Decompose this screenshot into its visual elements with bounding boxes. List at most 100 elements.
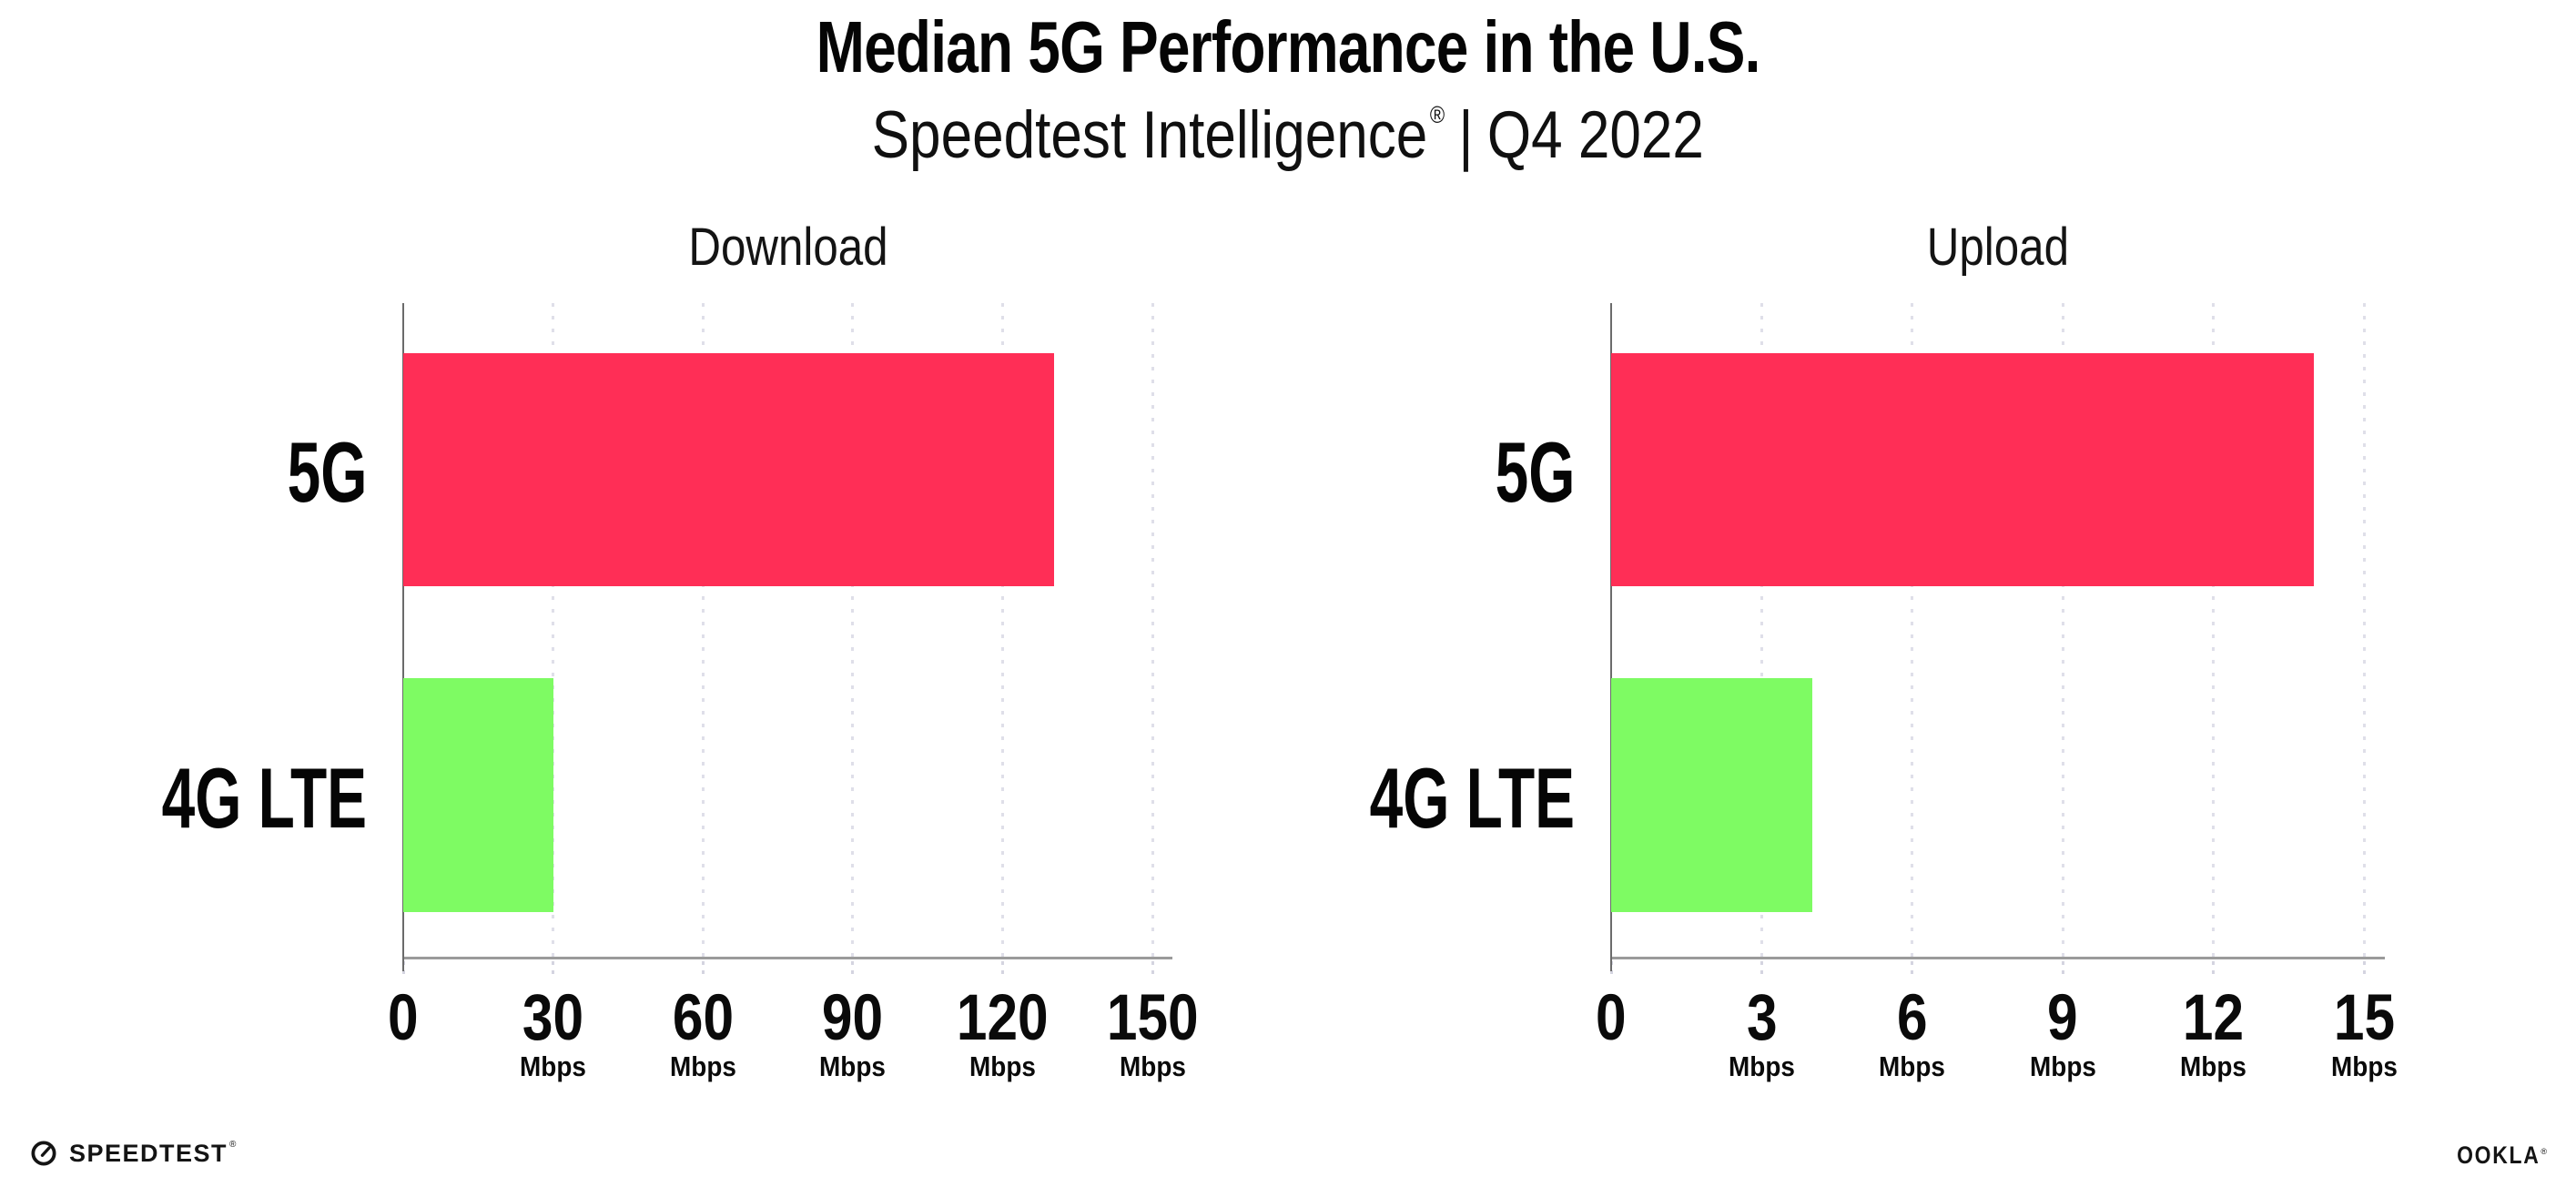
subtitle-period: Q4 2022 xyxy=(1487,98,1705,172)
tick-mark-3-upload xyxy=(1760,961,1763,974)
gridline-9-upload xyxy=(2061,303,2064,957)
x-tick-unit-30-download: Mbps xyxy=(462,1050,644,1083)
page-title-text: Median 5G Performance in the U.S. xyxy=(816,6,1761,87)
gridline-150-download xyxy=(1151,303,1154,957)
x-tick-unit-text: Mbps xyxy=(969,1050,1036,1082)
x-tick-unit-text: Mbps xyxy=(1728,1050,1795,1082)
x-tick-label-12-upload: 12 xyxy=(2123,981,2305,1055)
category-label-text-5g: 5G xyxy=(1495,424,1575,520)
gridline-3-upload xyxy=(1760,303,1763,957)
x-tick-label-text: 60 xyxy=(672,982,734,1054)
x-tick-unit-text: Mbps xyxy=(1119,1050,1186,1082)
x-tick-label-9-upload: 9 xyxy=(1972,981,2154,1055)
x-tick-label-text: 150 xyxy=(1106,982,1199,1054)
x-tick-unit-text: Mbps xyxy=(2029,1050,2096,1082)
x-tick-label-text: 9 xyxy=(2047,982,2078,1054)
speedtest-logo: SPEEDTEST ® xyxy=(30,1140,236,1167)
x-tick-label-3-upload: 3 xyxy=(1670,981,1852,1055)
x-tick-label-120-download: 120 xyxy=(911,981,1093,1055)
x-tick-label-text: 0 xyxy=(1596,982,1627,1054)
speedtest-trademark-icon: ® xyxy=(229,1140,237,1150)
tick-mark-9-upload xyxy=(2061,961,2064,974)
x-tick-label-15-upload: 15 xyxy=(2273,981,2455,1055)
x-tick-label-150-download: 150 xyxy=(1061,981,1243,1055)
x-tick-unit-3-upload: Mbps xyxy=(1670,1050,1852,1083)
y-axis-line-download xyxy=(402,303,404,971)
x-tick-label-text: 120 xyxy=(957,982,1049,1054)
gridline-90-download xyxy=(851,303,855,957)
subtitle-brand: Speedtest Intelligence xyxy=(871,98,1428,172)
x-tick-unit-6-upload: Mbps xyxy=(1821,1050,2003,1083)
x-tick-unit-150-download: Mbps xyxy=(1061,1050,1243,1083)
category-label-4g-lte-upload: 4G LTE xyxy=(1192,749,1575,847)
x-tick-unit-120-download: Mbps xyxy=(911,1050,1093,1083)
tick-mark-150-download xyxy=(1151,961,1154,974)
x-tick-label-30-download: 30 xyxy=(462,981,644,1055)
x-axis-line-download xyxy=(402,957,1172,959)
x-tick-unit-90-download: Mbps xyxy=(762,1050,944,1083)
x-tick-label-text: 0 xyxy=(388,982,419,1054)
tick-mark-60-download xyxy=(701,961,705,974)
x-tick-unit-text: Mbps xyxy=(2180,1050,2247,1082)
gridline-12-upload xyxy=(2212,303,2216,957)
bar-4g-lte-upload xyxy=(1611,678,1812,912)
gridline-60-download xyxy=(701,303,705,957)
x-tick-unit-9-upload: Mbps xyxy=(1972,1050,2154,1083)
bar-5g-download xyxy=(403,353,1055,586)
category-label-5g-upload: 5G xyxy=(1192,423,1575,522)
gridline-30-download xyxy=(552,303,555,957)
speedtest-gauge-icon xyxy=(31,1141,56,1166)
x-tick-label-60-download: 60 xyxy=(612,981,794,1055)
gridline-6-upload xyxy=(1911,303,1914,957)
bar-5g-upload xyxy=(1611,353,2314,586)
tick-mark-120-download xyxy=(1000,961,1004,974)
x-tick-unit-12-upload: Mbps xyxy=(2123,1050,2305,1083)
ookla-trademark-icon: ® xyxy=(2541,1147,2547,1156)
x-tick-label-6-upload: 6 xyxy=(1821,981,2003,1055)
tick-mark-15-upload xyxy=(2362,961,2366,974)
page-title: Median 5G Performance in the U.S. xyxy=(0,11,2576,84)
x-tick-label-text: 30 xyxy=(522,982,584,1054)
y-axis-line-upload xyxy=(1610,303,1612,971)
category-label-text-4g-lte: 4G LTE xyxy=(1369,750,1575,846)
x-tick-label-text: 90 xyxy=(822,982,884,1054)
download-chart-title: Download xyxy=(687,218,888,277)
x-tick-unit-text: Mbps xyxy=(669,1050,736,1082)
ookla-logo: OOKLA® xyxy=(2442,1143,2547,1168)
upload-chart-title: Upload xyxy=(1926,218,2070,277)
tick-mark-90-download xyxy=(851,961,855,974)
x-tick-unit-text: Mbps xyxy=(520,1050,587,1082)
page-subtitle: Speedtest Intelligence® | Q4 2022 xyxy=(0,102,2576,168)
x-tick-unit-60-download: Mbps xyxy=(612,1050,794,1083)
ookla-logo-text: OOKLA xyxy=(2456,1141,2541,1169)
x-tick-label-0-download: 0 xyxy=(312,981,494,1055)
x-tick-label-text: 3 xyxy=(1746,982,1778,1054)
x-tick-unit-text: Mbps xyxy=(819,1050,887,1082)
registered-trademark-icon: ® xyxy=(1430,101,1445,128)
x-tick-label-90-download: 90 xyxy=(762,981,944,1055)
speedtest-logo-text: SPEEDTEST xyxy=(69,1139,228,1167)
bar-4g-lte-download xyxy=(403,678,554,912)
x-tick-label-text: 15 xyxy=(2333,982,2395,1054)
tick-mark-6-upload xyxy=(1911,961,1914,974)
x-tick-unit-15-upload: Mbps xyxy=(2273,1050,2455,1083)
category-label-5g-download: 5G xyxy=(0,423,367,522)
category-label-text-5g: 5G xyxy=(287,424,367,520)
gridline-15-upload xyxy=(2362,303,2366,957)
x-tick-label-text: 12 xyxy=(2183,982,2245,1054)
x-tick-label-0-upload: 0 xyxy=(1520,981,1702,1055)
gridline-120-download xyxy=(1000,303,1004,957)
page-subtitle-text: Speedtest Intelligence® | Q4 2022 xyxy=(872,102,1704,168)
tick-mark-12-upload xyxy=(2212,961,2216,974)
tick-mark-30-download xyxy=(552,961,555,974)
category-label-4g-lte-download: 4G LTE xyxy=(0,749,367,847)
x-tick-label-text: 6 xyxy=(1897,982,1928,1054)
category-label-text-4g-lte: 4G LTE xyxy=(161,750,367,846)
x-tick-unit-text: Mbps xyxy=(2330,1050,2398,1082)
subtitle-separator: | xyxy=(1458,98,1474,172)
x-axis-line-upload xyxy=(1610,957,2385,959)
x-tick-unit-text: Mbps xyxy=(1879,1050,1946,1082)
